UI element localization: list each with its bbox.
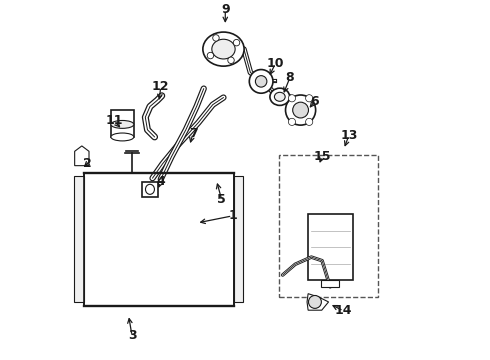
Circle shape xyxy=(286,95,316,125)
Ellipse shape xyxy=(212,39,235,59)
Text: 14: 14 xyxy=(335,305,352,318)
Text: 2: 2 xyxy=(83,157,92,170)
Ellipse shape xyxy=(203,32,244,66)
Ellipse shape xyxy=(111,133,134,141)
Bar xyxy=(308,214,353,280)
Circle shape xyxy=(255,76,267,87)
Bar xyxy=(321,280,339,287)
Ellipse shape xyxy=(111,121,134,129)
Bar xyxy=(142,182,158,197)
Bar xyxy=(74,176,84,302)
Bar xyxy=(234,176,243,302)
Text: 12: 12 xyxy=(152,80,170,93)
Text: 10: 10 xyxy=(267,57,284,70)
Circle shape xyxy=(207,52,214,59)
Circle shape xyxy=(306,95,313,102)
Circle shape xyxy=(293,102,309,118)
Bar xyxy=(111,110,134,137)
Circle shape xyxy=(306,118,313,125)
Text: 8: 8 xyxy=(286,71,294,84)
Ellipse shape xyxy=(274,92,285,101)
Circle shape xyxy=(309,296,321,309)
Ellipse shape xyxy=(270,88,290,105)
Circle shape xyxy=(228,57,234,63)
Text: 15: 15 xyxy=(313,150,331,163)
Circle shape xyxy=(213,35,219,41)
Text: 3: 3 xyxy=(128,329,136,342)
Bar xyxy=(84,173,234,306)
Text: 11: 11 xyxy=(105,114,123,127)
Text: 6: 6 xyxy=(311,95,319,108)
Circle shape xyxy=(233,40,240,46)
Text: 13: 13 xyxy=(341,129,358,142)
Text: 7: 7 xyxy=(189,127,197,140)
Circle shape xyxy=(249,69,273,93)
Circle shape xyxy=(289,95,295,102)
Text: 1: 1 xyxy=(228,210,237,222)
Text: 5: 5 xyxy=(218,193,226,206)
Polygon shape xyxy=(307,294,329,310)
Ellipse shape xyxy=(146,184,154,194)
Text: 4: 4 xyxy=(156,175,165,188)
Polygon shape xyxy=(74,146,89,166)
Circle shape xyxy=(289,118,295,125)
Bar xyxy=(279,155,378,297)
Text: 9: 9 xyxy=(221,3,230,16)
